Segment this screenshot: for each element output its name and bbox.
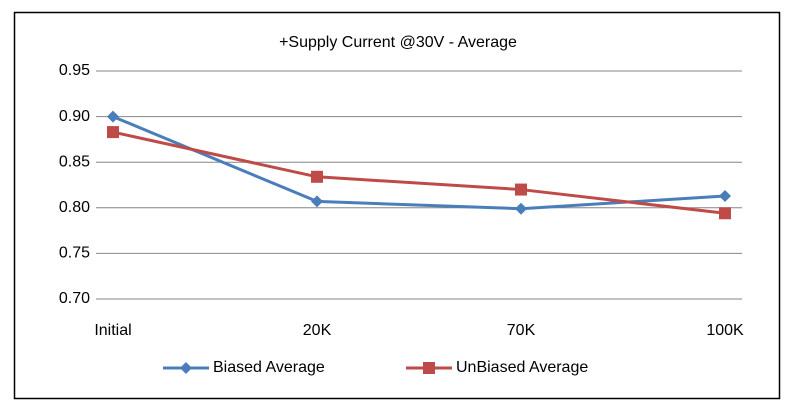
- data-point: [311, 170, 323, 183]
- y-tick-label: 0.75: [59, 245, 90, 262]
- y-tick-label: 0.85: [59, 153, 90, 170]
- data-point: [719, 189, 731, 202]
- y-tick-label: 0.90: [59, 108, 90, 125]
- data-point: [515, 202, 527, 215]
- x-tick-label: 100K: [706, 322, 744, 339]
- data-point: [107, 110, 119, 123]
- data-point: [107, 126, 119, 139]
- data-point: [515, 183, 527, 196]
- y-tick-label: 0.70: [59, 290, 90, 307]
- legend-label: UnBiased Average: [456, 359, 588, 376]
- series-line: [112, 130, 726, 215]
- data-point: [719, 207, 731, 220]
- legend-marker: [423, 362, 435, 374]
- x-tick-label: 70K: [507, 322, 536, 339]
- data-point: [311, 195, 323, 208]
- y-tick-label: 0.80: [59, 199, 90, 216]
- legend-label: Biased Average: [213, 359, 325, 376]
- x-tick-label: Initial: [94, 322, 131, 339]
- legend-marker: [180, 362, 192, 374]
- chart-title: +Supply Current @30V - Average: [279, 34, 517, 51]
- x-tick-label: 20K: [303, 322, 332, 339]
- y-tick-label: 0.95: [59, 62, 90, 79]
